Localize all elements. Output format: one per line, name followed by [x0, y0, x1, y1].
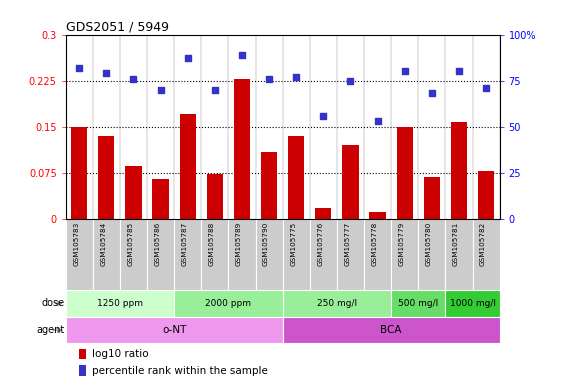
Point — [156, 87, 165, 93]
Bar — [207, 174, 223, 218]
Point — [102, 70, 111, 76]
Bar — [228, 218, 255, 290]
Bar — [93, 218, 120, 290]
Bar — [283, 290, 391, 317]
Bar — [147, 218, 174, 290]
Text: GSM105780: GSM105780 — [426, 222, 432, 266]
Point — [346, 78, 355, 84]
Text: agent: agent — [36, 325, 65, 335]
Bar — [288, 136, 304, 218]
Bar — [98, 136, 114, 218]
Text: 500 mg/l: 500 mg/l — [398, 299, 439, 308]
Text: 1000 mg/l: 1000 mg/l — [449, 299, 496, 308]
Bar — [71, 127, 87, 218]
Text: GSM105777: GSM105777 — [344, 222, 351, 266]
Bar — [391, 218, 418, 290]
Bar — [369, 212, 386, 218]
Text: GSM105781: GSM105781 — [453, 222, 459, 266]
Text: BCA: BCA — [380, 325, 402, 335]
Bar — [179, 114, 196, 218]
Point — [129, 76, 138, 82]
Point — [183, 55, 192, 61]
Bar — [283, 317, 500, 343]
Text: GSM105787: GSM105787 — [182, 222, 188, 266]
Point — [455, 68, 464, 74]
Text: 1250 ppm: 1250 ppm — [97, 299, 143, 308]
Bar — [126, 166, 142, 218]
Bar — [309, 218, 337, 290]
Text: percentile rank within the sample: percentile rank within the sample — [92, 366, 268, 376]
Text: GSM105775: GSM105775 — [290, 222, 296, 266]
Bar — [255, 218, 283, 290]
Bar — [342, 145, 359, 218]
Point — [481, 85, 490, 91]
Text: GSM105778: GSM105778 — [372, 222, 377, 266]
Bar — [261, 152, 278, 218]
Bar — [445, 218, 473, 290]
Bar — [152, 179, 169, 218]
Bar — [234, 79, 250, 218]
Bar — [337, 218, 364, 290]
Bar — [79, 366, 86, 376]
Bar — [478, 171, 494, 218]
Text: dose: dose — [41, 298, 65, 308]
Text: GSM105786: GSM105786 — [155, 222, 160, 266]
Bar — [283, 218, 309, 290]
Text: GSM105788: GSM105788 — [209, 222, 215, 266]
Bar — [418, 218, 445, 290]
Point — [373, 118, 382, 124]
Bar — [202, 218, 228, 290]
Text: 250 mg/l: 250 mg/l — [317, 299, 357, 308]
Bar — [315, 208, 331, 218]
Bar — [391, 290, 445, 317]
Bar — [66, 317, 283, 343]
Point — [427, 90, 436, 96]
Text: log10 ratio: log10 ratio — [92, 349, 148, 359]
Text: 2000 ppm: 2000 ppm — [206, 299, 251, 308]
Text: GSM105790: GSM105790 — [263, 222, 269, 266]
Point — [264, 76, 274, 82]
Bar — [473, 218, 500, 290]
Point — [75, 65, 84, 71]
Text: o-NT: o-NT — [162, 325, 186, 335]
Bar — [79, 349, 86, 359]
Text: GDS2051 / 5949: GDS2051 / 5949 — [66, 20, 168, 33]
Text: GSM105784: GSM105784 — [100, 222, 106, 266]
Bar — [174, 290, 283, 317]
Point — [319, 113, 328, 119]
Bar — [445, 290, 500, 317]
Text: GSM105783: GSM105783 — [73, 222, 79, 266]
Point — [400, 68, 409, 74]
Bar — [364, 218, 391, 290]
Bar — [424, 177, 440, 218]
Bar — [66, 290, 174, 317]
Point — [210, 87, 219, 93]
Text: GSM105779: GSM105779 — [399, 222, 405, 266]
Bar — [174, 218, 202, 290]
Bar — [66, 218, 93, 290]
Bar — [451, 122, 467, 218]
Text: GSM105782: GSM105782 — [480, 222, 486, 266]
Point — [292, 74, 301, 80]
Text: GSM105785: GSM105785 — [127, 222, 134, 266]
Text: GSM105789: GSM105789 — [236, 222, 242, 266]
Text: GSM105776: GSM105776 — [317, 222, 323, 266]
Point — [238, 52, 247, 58]
Bar — [396, 127, 413, 218]
Bar — [120, 218, 147, 290]
